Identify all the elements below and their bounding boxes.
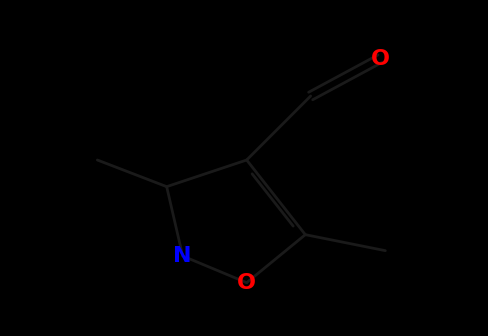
Text: O: O — [370, 49, 389, 69]
Text: N: N — [173, 246, 192, 266]
Text: O: O — [237, 273, 256, 293]
